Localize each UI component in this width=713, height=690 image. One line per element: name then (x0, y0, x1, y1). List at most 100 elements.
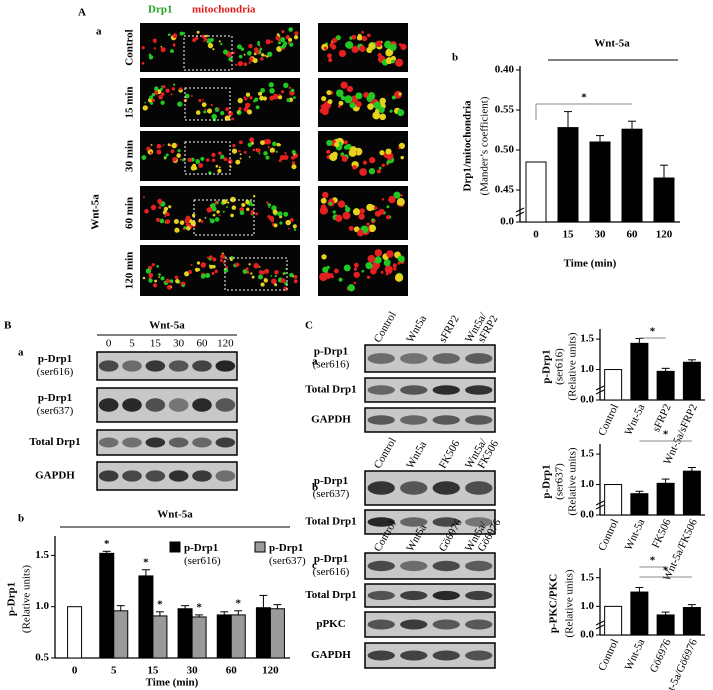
signal-dot (158, 206, 162, 209)
signal-dot (248, 156, 251, 158)
blot-band (192, 437, 212, 448)
signal-dot (246, 207, 250, 211)
signal-dot (361, 30, 364, 34)
signal-dot (368, 224, 377, 233)
significance-star: * (581, 92, 587, 104)
blot-label: (ser637) (313, 488, 350, 500)
blot-band (432, 560, 460, 572)
x-tick-label: Control (596, 637, 621, 673)
signal-dot (322, 191, 329, 199)
x-tick-label: 120 (656, 229, 673, 241)
blot-label: (ser616) (313, 359, 350, 371)
y-axis-label: Drp1/mitochondria (462, 100, 474, 192)
blot-band (432, 385, 460, 395)
signal-dot (198, 98, 202, 103)
row-label: 15 min (124, 86, 136, 118)
signal-dot (231, 51, 235, 55)
signal-dot (263, 278, 268, 283)
signal-dot (395, 58, 404, 67)
signal-dot (289, 217, 294, 222)
signal-dot (329, 42, 335, 48)
blot-label: p-Drp1 (314, 346, 348, 358)
signal-dot (275, 35, 280, 41)
signal-dot (380, 270, 384, 274)
signal-dot (174, 275, 179, 280)
signal-dot (158, 276, 160, 278)
signal-dot (345, 206, 351, 213)
signal-dot (367, 254, 376, 263)
signal-dot (200, 156, 205, 161)
signal-dot (352, 208, 361, 216)
signal-dot (165, 88, 170, 93)
signal-dot (276, 33, 280, 37)
signal-dot (165, 153, 169, 157)
signal-dot (187, 270, 192, 275)
signal-dot (211, 206, 217, 212)
signal-dot (289, 272, 294, 278)
signal-dot (160, 47, 166, 53)
signal-dot (334, 141, 340, 148)
blot-band (122, 437, 142, 448)
signal-dot (293, 228, 296, 231)
signal-dot (281, 43, 287, 49)
axis-break (595, 389, 605, 395)
signal-dot (343, 264, 351, 272)
signal-dot (386, 44, 390, 48)
signal-dot (215, 164, 219, 168)
signal-dot (239, 153, 242, 156)
signal-dot (335, 89, 344, 97)
lane-label: 120 (217, 338, 234, 350)
signal-dot (378, 208, 385, 215)
bar (630, 591, 649, 636)
bar (216, 614, 232, 659)
signal-dot (151, 93, 156, 97)
signal-dot (148, 53, 152, 56)
legend-drp1: Drp1 (148, 4, 172, 16)
blot-label: p-Drp1 (314, 475, 348, 487)
signal-dot (352, 165, 357, 170)
blot-band (145, 398, 166, 412)
significance-star: * (650, 555, 656, 567)
signal-dot (232, 143, 236, 148)
signal-dot (141, 155, 147, 160)
zoom-box (184, 141, 231, 175)
signal-dot (177, 101, 183, 107)
signal-dot (197, 268, 201, 271)
signal-dot (203, 110, 207, 114)
signal-dot (340, 81, 348, 89)
signal-dot (326, 90, 332, 96)
signal-dot (209, 255, 213, 259)
bar (589, 141, 611, 223)
axis-break (515, 211, 525, 217)
signal-dot (270, 40, 274, 43)
axis-break (595, 504, 605, 510)
signal-dot (398, 146, 401, 150)
signal-dot (198, 220, 201, 223)
blot-band (400, 385, 428, 395)
signal-dot (387, 269, 392, 274)
lane-label: 15 (150, 338, 162, 350)
blot-band (98, 398, 119, 412)
signal-dot (145, 268, 152, 274)
signal-dot (203, 40, 206, 43)
signal-dot (265, 155, 270, 160)
axis-break (595, 385, 605, 391)
signal-dot (165, 278, 170, 284)
signal-dot (238, 110, 240, 112)
signal-dot (160, 45, 163, 48)
signal-dot (383, 259, 391, 267)
signal-dot (237, 97, 243, 104)
signal-dot (264, 54, 267, 57)
x-tick-label: 120 (262, 665, 279, 677)
blot-band (432, 517, 460, 527)
signal-dot (368, 42, 376, 50)
blot-band (432, 415, 460, 425)
signal-dot (221, 252, 224, 255)
signal-dot (246, 109, 253, 115)
signal-dot (320, 197, 327, 204)
bar (99, 552, 115, 659)
signal-dot (329, 198, 334, 203)
signal-dot (319, 108, 325, 114)
signal-dot (272, 209, 278, 215)
signal-dot (222, 199, 227, 205)
